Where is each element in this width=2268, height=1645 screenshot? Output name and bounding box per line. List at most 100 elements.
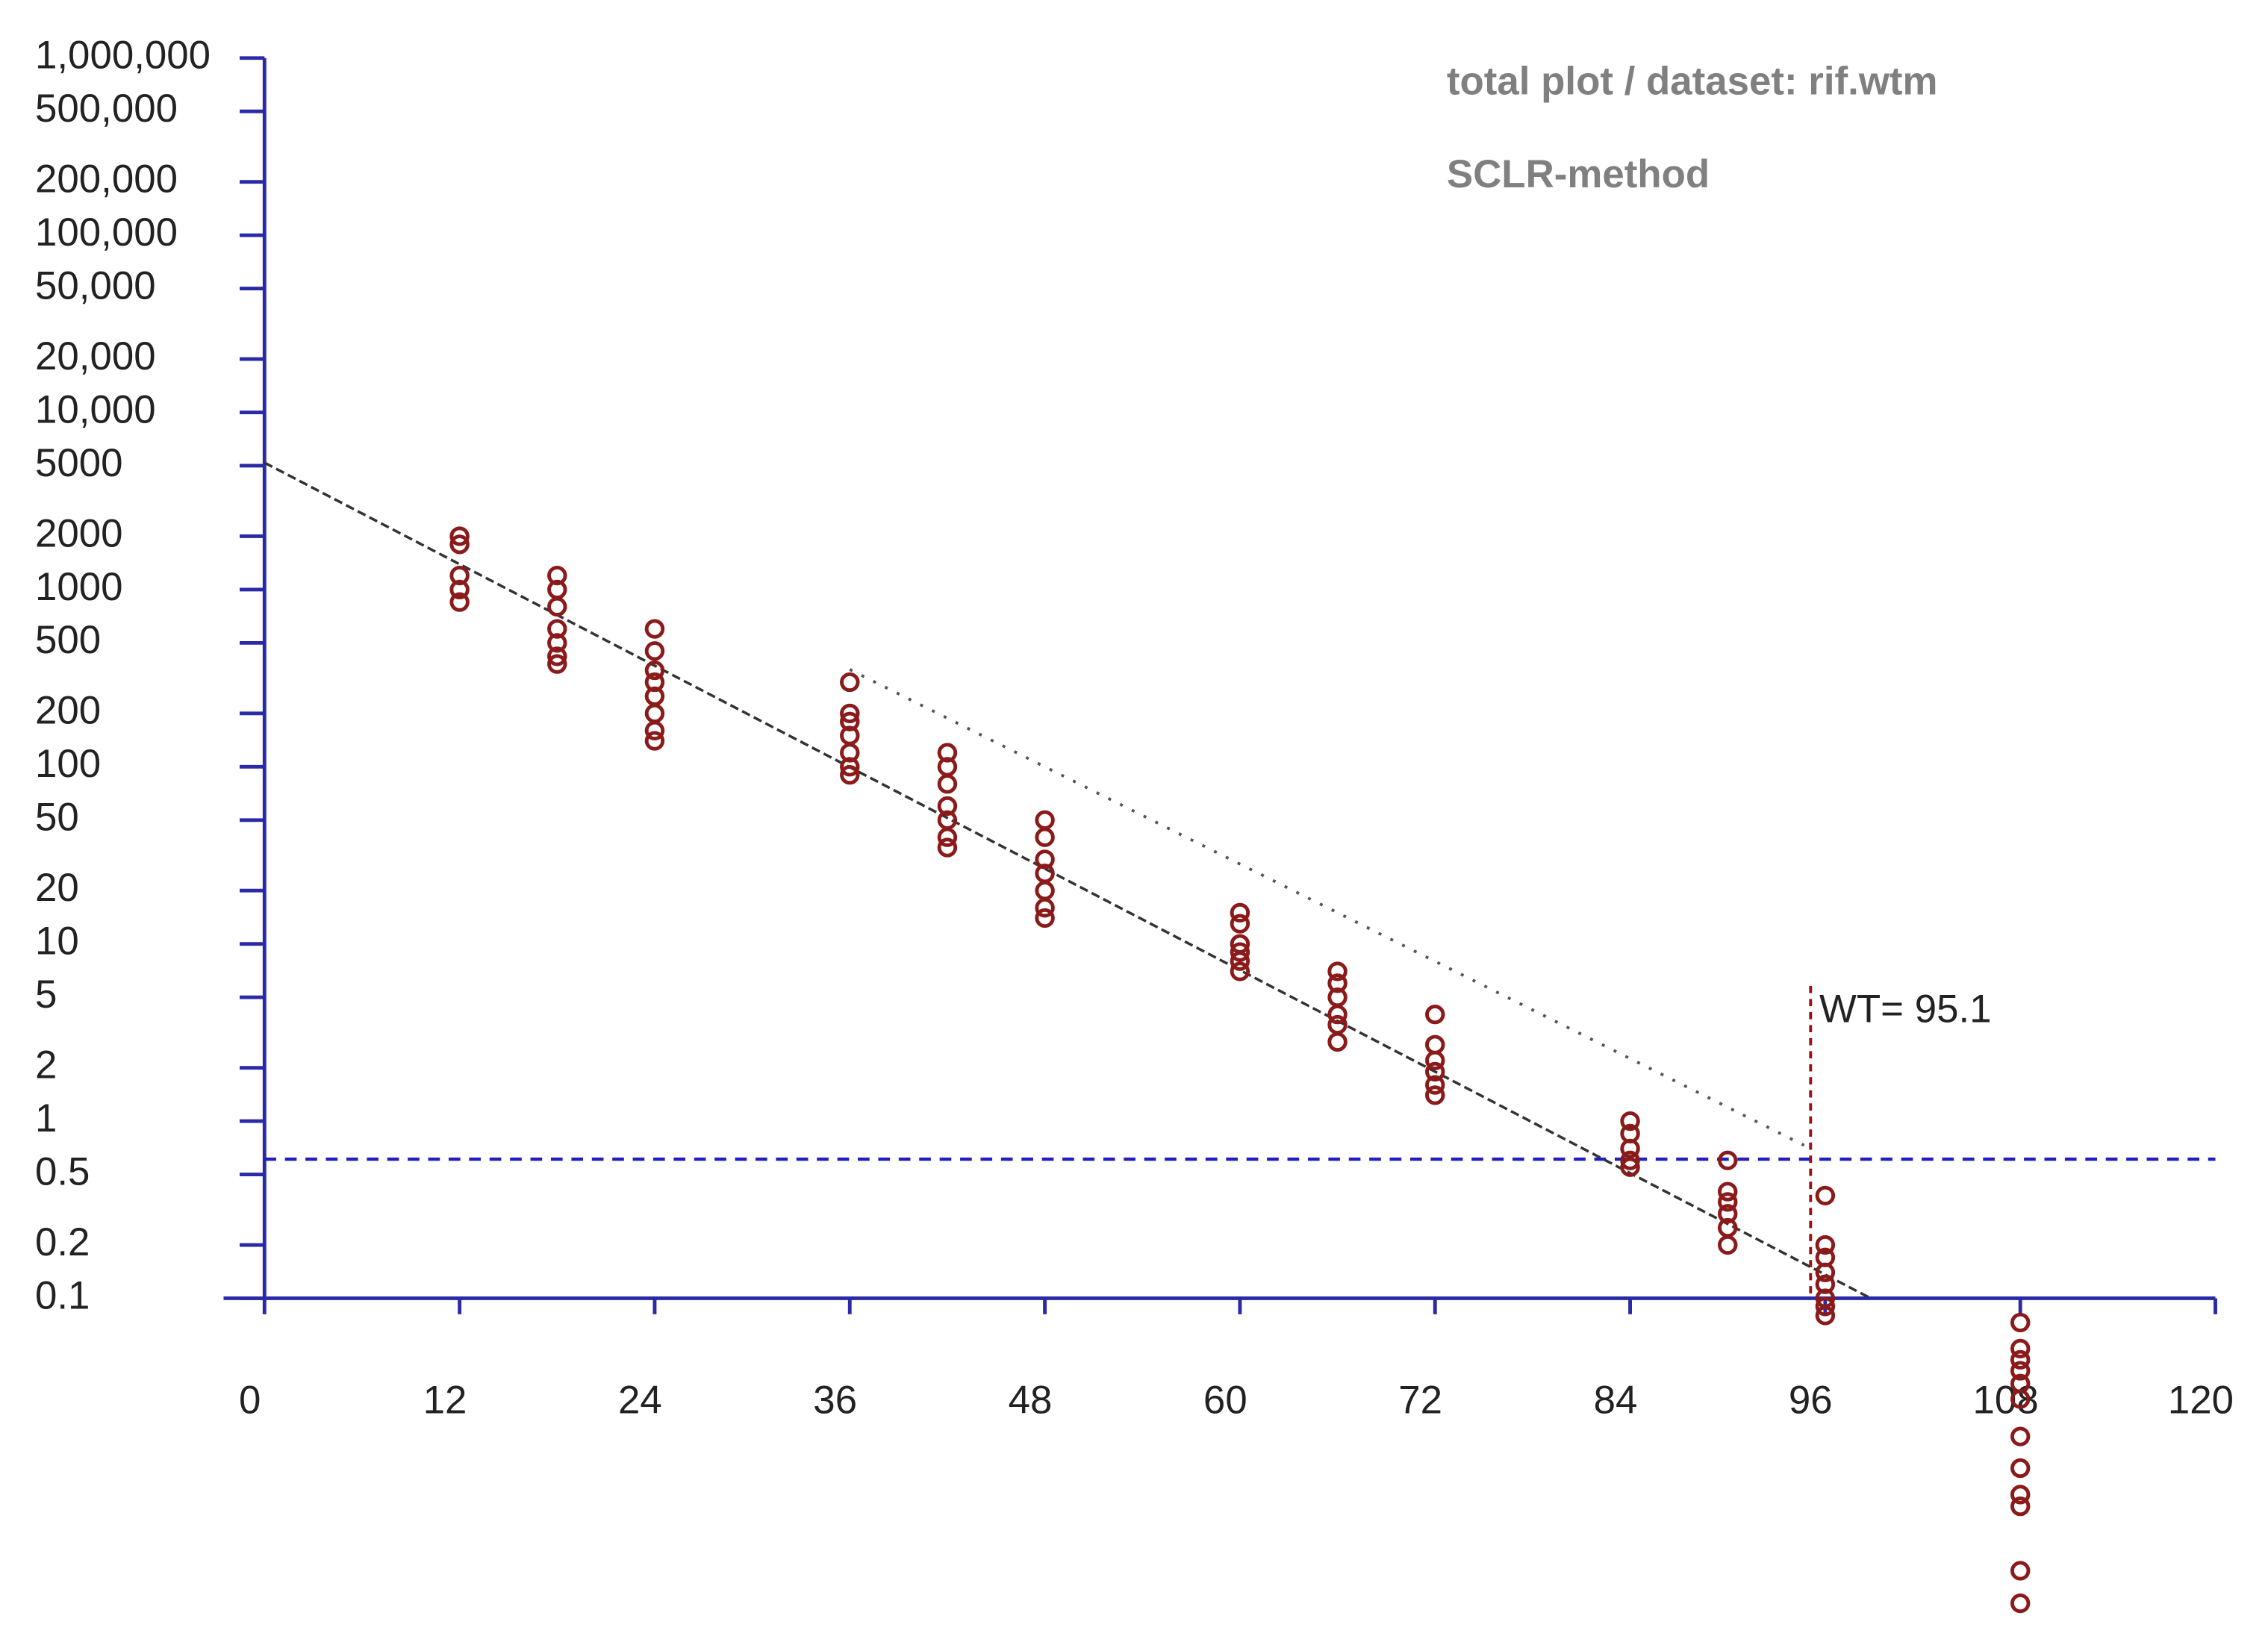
point	[1425, 1050, 1445, 1070]
point	[644, 731, 665, 751]
point	[547, 654, 567, 674]
point	[937, 796, 958, 817]
point	[2010, 1593, 2031, 1614]
point	[2010, 1426, 2031, 1446]
x-tick-label: 24	[618, 1378, 662, 1422]
point	[2010, 1561, 2031, 1581]
point	[1425, 1061, 1445, 1082]
upper-line	[849, 668, 1805, 1147]
point	[1425, 1034, 1445, 1055]
point	[840, 743, 860, 763]
point	[644, 619, 665, 639]
point	[1620, 1150, 1640, 1170]
point	[1815, 1262, 1836, 1282]
point	[1230, 902, 1250, 923]
point	[1815, 1296, 1836, 1317]
point	[644, 661, 665, 681]
point	[1035, 849, 1055, 870]
y-tick-label: 20	[35, 866, 79, 910]
point	[1035, 908, 1055, 928]
point	[2010, 1361, 2031, 1381]
point	[1718, 1150, 1738, 1170]
point	[1718, 1204, 1738, 1224]
point	[840, 765, 860, 785]
y-tick-label: 200	[35, 689, 101, 733]
point	[449, 534, 470, 555]
chart-title: total plot / dataset: rif.wtm	[1447, 60, 1938, 104]
y-tick-label: 10	[35, 920, 79, 964]
wt-annotation: WT= 95.1	[1819, 987, 1992, 1031]
point	[1327, 961, 1348, 981]
y-tick-label: 100	[35, 742, 101, 786]
point	[937, 827, 958, 847]
point	[1815, 1234, 1836, 1255]
point	[644, 703, 665, 723]
y-tick-label: 5000	[35, 441, 123, 485]
point	[1327, 973, 1348, 993]
y-tick-label: 500	[35, 618, 101, 662]
point	[449, 592, 470, 612]
point	[2010, 1496, 2031, 1517]
y-tick-label: 20,000	[35, 334, 156, 378]
point	[1815, 1185, 1836, 1205]
point	[937, 743, 958, 763]
y-tick-label: 50,000	[35, 264, 156, 308]
x-tick-label: 60	[1203, 1378, 1247, 1422]
point	[840, 703, 860, 723]
point	[547, 646, 567, 667]
point	[1718, 1182, 1738, 1202]
point	[1035, 898, 1055, 918]
y-tick-label: 2	[35, 1043, 57, 1087]
point	[2010, 1485, 2031, 1505]
point	[547, 633, 567, 653]
point	[1425, 1075, 1445, 1095]
point	[2010, 1389, 2031, 1409]
y-tick-label: 0.1	[35, 1274, 90, 1318]
point	[2010, 1349, 2031, 1370]
point	[644, 641, 665, 661]
point	[2010, 1458, 2031, 1479]
y-tick-label: 0.5	[35, 1150, 90, 1194]
point	[644, 672, 665, 693]
x-tick-label: 120	[2168, 1378, 2234, 1422]
y-tick-label: 500,000	[35, 87, 178, 131]
y-tick-label: 1	[35, 1096, 57, 1140]
y-tick-label: 1,000,000	[35, 34, 211, 78]
point	[1815, 1305, 1836, 1326]
point	[1230, 961, 1250, 981]
point	[1718, 1192, 1738, 1212]
point	[547, 596, 567, 617]
point	[1620, 1157, 1640, 1177]
point	[644, 720, 665, 740]
x-tick-label: 12	[423, 1378, 467, 1422]
point	[2010, 1338, 2031, 1359]
point	[1815, 1274, 1836, 1294]
x-tick-label: 72	[1398, 1378, 1442, 1422]
y-tick-label: 50	[35, 796, 79, 840]
x-tick-label: 0	[239, 1378, 261, 1422]
point	[1035, 827, 1055, 847]
point	[840, 711, 860, 731]
point	[1620, 1111, 1640, 1131]
point	[449, 566, 470, 586]
point	[1425, 1085, 1445, 1105]
point	[1035, 810, 1055, 830]
point	[840, 757, 860, 777]
point	[2010, 1312, 2031, 1333]
x-tick-label: 48	[1009, 1378, 1053, 1422]
y-tick-label: 1000	[35, 565, 123, 609]
x-tick-label: 36	[813, 1378, 857, 1422]
point	[1620, 1138, 1640, 1158]
point	[1425, 1005, 1445, 1025]
point	[547, 566, 567, 586]
point	[937, 837, 958, 858]
x-tick-label: 84	[1594, 1378, 1638, 1422]
point	[1327, 1005, 1348, 1025]
point	[840, 672, 860, 693]
point	[1230, 914, 1250, 934]
chart-subtitle: SCLR-method	[1447, 152, 1710, 196]
point	[1718, 1234, 1738, 1255]
fit-line	[264, 461, 1872, 1300]
